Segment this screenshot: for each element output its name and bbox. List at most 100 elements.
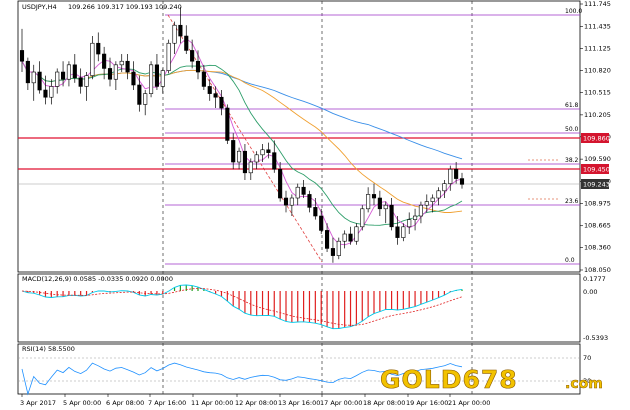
candle-body xyxy=(113,64,118,80)
candle-body xyxy=(248,161,253,174)
candle-body xyxy=(377,197,382,210)
price-axis-label: 111.435 xyxy=(584,22,611,30)
candle-body xyxy=(160,70,165,87)
candle-body xyxy=(207,86,212,94)
candle-body xyxy=(413,215,418,220)
candle-body xyxy=(348,233,353,242)
candle-body xyxy=(219,96,224,109)
candle-body xyxy=(383,204,388,210)
price-axis[interactable]: 111.745 111.435 111.125 110.820 110.515 110.2… xyxy=(580,0,611,274)
candle-body xyxy=(143,93,148,105)
candle-body xyxy=(242,150,247,174)
candle-body xyxy=(225,107,230,141)
moving-average-line xyxy=(21,60,463,226)
candle-body xyxy=(319,215,324,231)
candle-body xyxy=(55,71,60,87)
time-axis-label: 7 Apr 16:00 xyxy=(148,399,186,407)
macd-title: MACD(12,26,9) 0.0585 -0.0335 0.0920 0.00… xyxy=(22,275,173,283)
candle-body xyxy=(78,77,83,87)
candle-body xyxy=(401,226,406,238)
rsi-axis-30: 30 xyxy=(583,377,591,385)
fib-level-label: 50.0 xyxy=(565,126,579,133)
moving-averages xyxy=(21,38,463,246)
candle-body xyxy=(43,89,48,98)
price-badge-text: 109.243 xyxy=(583,181,610,189)
candle-body xyxy=(131,71,136,86)
candle-body xyxy=(190,50,195,62)
candle-body xyxy=(459,178,465,185)
candle-body xyxy=(154,64,159,87)
candle-body xyxy=(231,140,236,163)
macd-pane[interactable] xyxy=(17,273,581,343)
candle-body xyxy=(407,219,412,228)
price-axis-label: 109.590 xyxy=(584,155,611,163)
candle-body xyxy=(301,186,306,195)
main-pane[interactable] xyxy=(17,0,581,273)
candle-body xyxy=(166,42,171,71)
price-axis-label: 111.125 xyxy=(584,45,611,53)
macd-axis-zero: 0.00 xyxy=(583,288,597,296)
candle-body xyxy=(266,149,271,153)
candle-body xyxy=(424,201,429,206)
candle-body xyxy=(360,208,365,228)
candle-body xyxy=(289,197,294,206)
candle-body xyxy=(72,64,77,79)
candle-body xyxy=(184,35,189,51)
price-axis-label: 108.360 xyxy=(584,244,611,252)
time-axis-label: 5 Apr 00:00 xyxy=(63,399,101,407)
price-badge-text: 109.450 xyxy=(583,166,610,174)
moving-average-line xyxy=(21,38,463,246)
macd-main-line xyxy=(21,284,463,330)
candle-body xyxy=(342,233,347,242)
rsi-title: RSI(14) 58.5500 xyxy=(22,345,75,353)
candle-body xyxy=(272,152,277,170)
time-axis-label: 13 Apr 16:00 xyxy=(278,399,320,407)
candle-body xyxy=(96,42,101,55)
candle-body xyxy=(366,194,371,210)
candle-body xyxy=(430,197,435,202)
candle-body xyxy=(102,53,107,69)
rsi-pane[interactable] xyxy=(17,343,581,395)
price-axis-label: 110.205 xyxy=(584,111,611,119)
candle-body xyxy=(448,168,453,184)
rsi-line xyxy=(21,362,463,396)
price-axis-label: 111.745 xyxy=(584,0,611,8)
candle-body xyxy=(313,207,318,217)
time-axis-label: 12 Apr 08:00 xyxy=(235,399,277,407)
candle-body xyxy=(442,183,447,192)
fib-level-label: 23.6 xyxy=(565,198,579,205)
candle-body xyxy=(354,226,359,242)
chart-title: USDJPY,H4 xyxy=(22,3,57,11)
candle-body xyxy=(172,24,177,44)
price-axis-label: 108.050 xyxy=(584,266,611,274)
time-axis-label: 6 Apr 08:00 xyxy=(106,399,144,407)
candle-body xyxy=(307,194,312,208)
candle-body xyxy=(49,86,54,98)
watermark-brand: GOLD678 xyxy=(380,365,518,394)
candle-body xyxy=(119,60,124,66)
candle-body xyxy=(395,226,400,238)
candle-body xyxy=(260,149,265,156)
time-axis-label: 3 Apr 2017 xyxy=(20,399,56,407)
time-axis-label: 17 Apr 00:00 xyxy=(320,399,362,407)
candle-body xyxy=(19,50,25,62)
macd-indicator xyxy=(21,284,463,330)
candle-body xyxy=(84,75,89,87)
price-badge xyxy=(581,133,609,143)
price-badge xyxy=(581,179,609,189)
time-axis-label: 19 Apr 16:00 xyxy=(406,399,448,407)
moving-average-line xyxy=(21,60,463,213)
candle-body xyxy=(149,64,154,94)
candle-body xyxy=(283,197,289,206)
fib-level-label: 61.8 xyxy=(565,102,579,109)
macd-axis-bottom: -0.5393 xyxy=(583,334,608,342)
candle-body xyxy=(418,204,423,217)
candle-body xyxy=(295,186,300,199)
watermark-domain: .com xyxy=(565,376,603,392)
candle-body xyxy=(330,248,335,256)
time-axis-label: 21 Apr 00:00 xyxy=(448,399,490,407)
fib-level-label: 0.0 xyxy=(565,257,575,264)
candle-body xyxy=(201,71,206,87)
time-axis-label: 11 Apr 00:00 xyxy=(191,399,233,407)
